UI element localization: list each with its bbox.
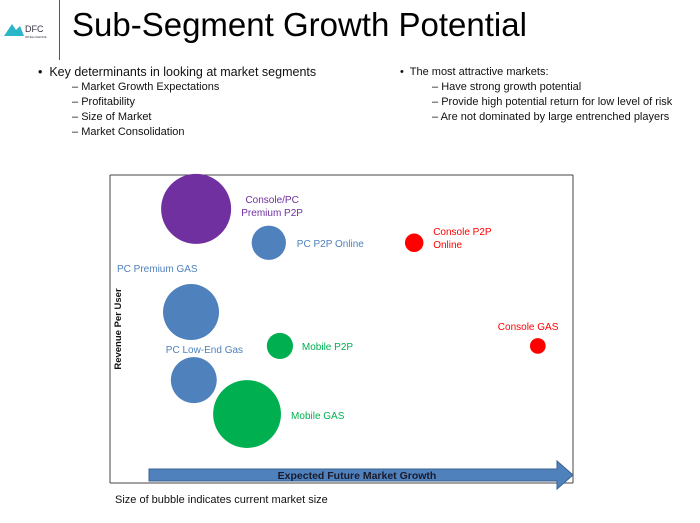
bubble-pc-p2p-online <box>251 225 286 260</box>
slide-title: Sub-Segment Growth Potential <box>72 6 527 43</box>
bullet-heading-text: The most attractive markets: <box>409 66 549 78</box>
sub-bullet-text: Have strong growth potential <box>441 81 582 93</box>
bubble-mobile-p2p <box>266 332 294 360</box>
bubble-label-line: Console GAS <box>498 322 559 333</box>
bubble-label: PC Low-End Gas <box>166 345 243 356</box>
sub-bullet: – Are not dominated by large entrenched … <box>432 111 670 123</box>
bubble-label-line: Mobile P2P <box>302 342 353 353</box>
bubble-console-gas <box>529 338 546 354</box>
bubble-mobile-gas <box>213 380 281 448</box>
bubble-label: Console GAS <box>498 322 559 333</box>
bubble-label: Mobile GAS <box>291 411 345 422</box>
sub-bullet-text: Are not dominated by large entrenched pl… <box>440 111 670 123</box>
bubble-label: Console P2P Online <box>433 227 492 251</box>
bubble-console-pc-premium-p2p <box>161 173 232 244</box>
bubble-label-line: Online <box>433 240 462 251</box>
sub-bullet-text: Market Consolidation <box>81 126 185 138</box>
bubble-label: Console/PC Premium P2P <box>241 195 303 219</box>
right-bullets: • The most attractive markets: – Have st… <box>400 65 672 125</box>
bubble-label: PC P2P Online <box>297 239 365 250</box>
title-divider <box>59 0 60 60</box>
bubble-label-line: PC P2P Online <box>297 239 365 250</box>
x-axis-label: Expected Future Market Growth <box>278 470 437 482</box>
bubble-label-line: Console/PC <box>245 195 298 206</box>
sub-bullet: – Provide high potential return for low … <box>432 96 673 108</box>
sub-bullet: – Market Consolidation <box>72 126 185 138</box>
left-bullets: • Key determinants in looking at market … <box>38 65 316 140</box>
bubble-pc-low-end-gas <box>170 357 217 404</box>
bubble-pc-premium-gas <box>163 284 220 341</box>
sub-bullet-text: Provide high potential return for low le… <box>441 96 673 108</box>
svg-text:DFC: DFC <box>25 24 44 34</box>
growth-arrow <box>148 459 574 491</box>
sub-bullet: – Profitability <box>72 96 135 108</box>
bubble-label-line: Premium P2P <box>241 208 303 219</box>
bullet-heading: • The most attractive markets: <box>400 66 549 78</box>
bullet-heading-text: Key determinants in looking at market se… <box>49 65 317 79</box>
bubble-size-note: Size of bubble indicates current market … <box>115 494 328 506</box>
sub-bullet-text: Market Growth Expectations <box>81 81 220 93</box>
bubble-label-line: PC Low-End Gas <box>166 345 243 356</box>
sub-bullet-text: Size of Market <box>81 111 152 123</box>
sub-bullet: – Size of Market <box>72 111 152 123</box>
dfc-logo: DFC INTELLIGENCE <box>4 24 47 39</box>
bullet-heading: • Key determinants in looking at market … <box>38 65 317 79</box>
bubble-console-p2p-online <box>404 233 424 253</box>
bubble-label-line: Mobile GAS <box>291 411 345 422</box>
sub-bullet: – Market Growth Expectations <box>72 81 220 93</box>
sub-bullet: – Have strong growth potential <box>432 81 582 93</box>
bubble-label-line: Console P2P <box>433 227 492 238</box>
bubble-label: PC Premium GAS <box>117 264 198 275</box>
bubble-label: Mobile P2P <box>302 342 353 353</box>
svg-text:INTELLIGENCE: INTELLIGENCE <box>25 35 47 39</box>
y-axis-label: Revenue Per User <box>113 288 124 370</box>
bubble-label-line: PC Premium GAS <box>117 264 198 275</box>
sub-bullet-text: Profitability <box>81 96 135 108</box>
